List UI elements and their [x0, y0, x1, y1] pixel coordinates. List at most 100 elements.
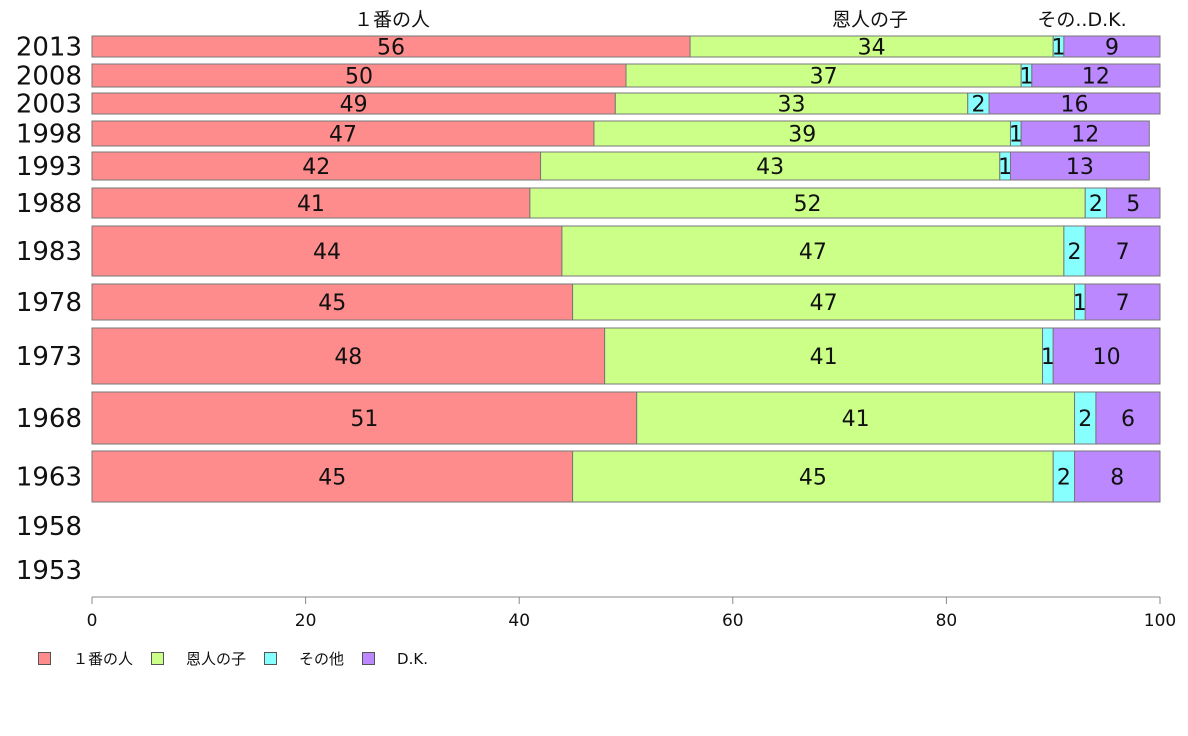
bar-segment — [91, 283, 574, 321]
data-label: 1 — [1009, 123, 1023, 148]
data-label: 56 — [377, 36, 405, 61]
data-label: 12 — [1082, 65, 1110, 90]
bar-segment — [91, 450, 574, 503]
bar-segment — [91, 225, 563, 277]
data-label: 34 — [858, 36, 886, 61]
y-tick-label: 1978 — [16, 288, 82, 318]
bar-segment — [593, 120, 1011, 147]
bar-segment — [1106, 187, 1161, 219]
data-label: 45 — [799, 466, 827, 491]
top-series-label: 恩人の子 — [832, 9, 908, 31]
bar-segment — [561, 225, 1065, 277]
y-tick-label: 1993 — [16, 152, 82, 182]
legend-label: １番の人 — [73, 650, 134, 668]
bar-segment — [604, 327, 1044, 385]
data-label: 2 — [1089, 192, 1103, 217]
bar-segment — [1095, 391, 1161, 445]
data-label: 41 — [842, 407, 870, 432]
bar-segment — [91, 187, 531, 219]
bar-segment — [91, 120, 595, 147]
top-series-label: １番の人 — [354, 9, 430, 31]
data-label: 2 — [1057, 466, 1071, 491]
legend-swatch — [264, 652, 278, 665]
data-label: 2 — [971, 93, 985, 118]
legend-item: １番の人 — [38, 648, 133, 669]
data-label: 47 — [329, 123, 357, 148]
bar-segment — [988, 92, 1161, 115]
legend-swatch — [362, 652, 376, 665]
legend: １番の人 恩人の子 その他 D.K. — [38, 648, 446, 669]
bar-segment — [1009, 151, 1150, 181]
legend-label: D.K. — [397, 649, 428, 668]
data-label: 5 — [1126, 192, 1140, 217]
y-tick-label: 2013 — [16, 33, 82, 63]
data-label: 10 — [1093, 345, 1121, 370]
data-label: 1 — [1020, 65, 1034, 90]
data-label: 47 — [810, 291, 838, 316]
data-label: 52 — [794, 192, 822, 217]
bar-segment — [540, 151, 1001, 181]
bar-segment — [1084, 283, 1161, 321]
x-tick-label: 60 — [722, 611, 744, 631]
bar-segment — [1074, 450, 1161, 503]
y-tick-label: 1998 — [16, 120, 82, 150]
data-label: 41 — [810, 345, 838, 370]
x-tick-label: 40 — [508, 611, 530, 631]
data-label: 1 — [1073, 291, 1087, 316]
top-labels: １番の人 恩人の子 その..D.K. — [354, 9, 1127, 31]
bar-segment — [1052, 327, 1161, 385]
legend-item: D.K. — [362, 648, 428, 669]
data-label: 2 — [1068, 240, 1082, 265]
data-label: 45 — [318, 291, 346, 316]
legend-item: 恩人の子 — [151, 648, 246, 669]
data-label: 51 — [350, 407, 378, 432]
bar-segment — [572, 283, 1076, 321]
legend-label: その他 — [299, 650, 345, 668]
data-label: 1 — [1052, 36, 1066, 61]
data-label: 9 — [1105, 36, 1119, 61]
bar-segment — [1084, 225, 1161, 277]
top-series-label: その..D.K. — [1037, 9, 1126, 31]
x-tick-label: 20 — [295, 611, 317, 631]
y-tick-label: 2003 — [16, 90, 82, 120]
bar-segment — [1020, 120, 1150, 147]
bar-segment — [529, 187, 1086, 219]
data-label: 42 — [302, 155, 330, 180]
data-label: 33 — [778, 93, 806, 118]
y-tick-label: 1958 — [16, 512, 82, 542]
data-label: 12 — [1071, 123, 1099, 148]
data-label: 41 — [297, 192, 325, 217]
x-tick-label: 80 — [936, 611, 958, 631]
data-label: 7 — [1116, 240, 1130, 265]
y-tick-label: 1953 — [16, 556, 82, 586]
data-label: 45 — [318, 466, 346, 491]
bar-segment — [91, 327, 606, 385]
y-tick-label: 2008 — [16, 62, 82, 92]
data-label: 43 — [756, 155, 784, 180]
legend-label: 恩人の子 — [186, 650, 247, 668]
x-tick-label: 100 — [1144, 611, 1176, 631]
data-label: 2 — [1078, 407, 1092, 432]
legend-item: その他 — [264, 648, 344, 669]
data-label: 39 — [788, 123, 816, 148]
y-tick-label: 1973 — [16, 342, 82, 372]
bar-segment — [572, 450, 1054, 503]
data-label: 49 — [340, 93, 368, 118]
y-tick-label: 1983 — [16, 237, 82, 267]
data-label: 13 — [1066, 155, 1094, 180]
data-label: 8 — [1110, 466, 1124, 491]
data-label: 6 — [1121, 407, 1135, 432]
bar-segment — [91, 151, 542, 181]
data-label: 37 — [810, 65, 838, 90]
bar-segment — [1063, 35, 1161, 58]
y-tick-label: 1963 — [16, 463, 82, 493]
data-label: 50 — [345, 65, 373, 90]
data-label: 47 — [799, 240, 827, 265]
data-label: 48 — [334, 345, 362, 370]
data-label: 7 — [1116, 291, 1130, 316]
data-label: 1 — [998, 155, 1012, 180]
x-tick-label: 0 — [87, 611, 98, 631]
